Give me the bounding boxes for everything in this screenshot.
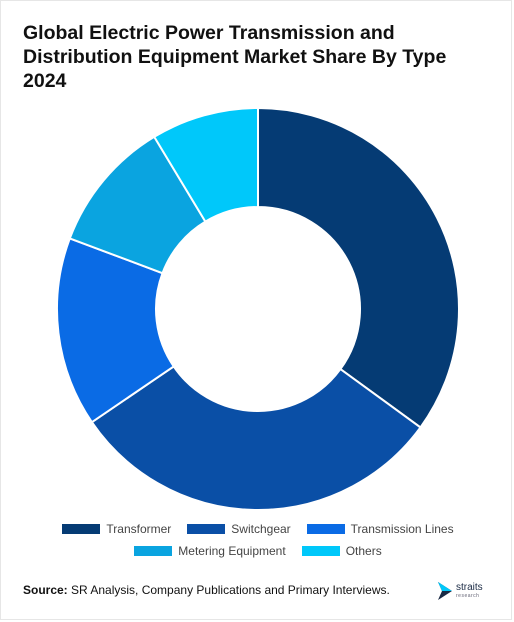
source-label: Source: bbox=[23, 583, 68, 597]
legend-row: Transformer Switchgear Transmission Lines bbox=[1, 519, 514, 539]
logo-arrow-icon bbox=[438, 582, 452, 600]
donut-slice-transmission-lines bbox=[56, 237, 176, 424]
legend-item[interactable]: Transformer bbox=[62, 522, 171, 536]
legend-label: Transformer bbox=[106, 522, 172, 536]
legend-label: Switchgear bbox=[231, 522, 291, 536]
legend-item[interactable]: Transmission Lines bbox=[306, 522, 454, 536]
legend-row: Metering Equipment Others bbox=[1, 541, 514, 561]
legend-swatch bbox=[301, 546, 340, 556]
donut-slice-transformer bbox=[257, 106, 460, 429]
logo-sub: research bbox=[456, 593, 480, 599]
donut-slice-others bbox=[152, 106, 259, 224]
legend-swatch bbox=[306, 524, 345, 534]
legend-swatch bbox=[187, 524, 226, 534]
chart-legend: Transformer Switchgear Transmission Lines M… bbox=[1, 519, 514, 563]
legend-item[interactable]: Others bbox=[301, 544, 382, 558]
chart-title: Global Electric Power Transmission and D… bbox=[23, 22, 447, 92]
donut-chart bbox=[56, 106, 460, 511]
legend-swatch bbox=[62, 524, 101, 534]
logo-word: straits bbox=[456, 582, 483, 593]
legend-label: Transmission Lines bbox=[350, 522, 454, 536]
source-text: SR Analysis, Company Publications and Pr… bbox=[67, 583, 390, 597]
source-note: Source: SR Analysis, Company Publication… bbox=[23, 583, 390, 597]
legend-swatch bbox=[134, 546, 173, 556]
legend-item[interactable]: Metering Equipment bbox=[134, 544, 286, 558]
donut-slice-switchgear bbox=[90, 365, 422, 511]
straits-research-logo: straits research bbox=[437, 578, 497, 604]
legend-label: Others bbox=[345, 544, 382, 558]
legend-label: Metering Equipment bbox=[178, 544, 286, 558]
legend-item[interactable]: Switchgear bbox=[187, 522, 291, 536]
